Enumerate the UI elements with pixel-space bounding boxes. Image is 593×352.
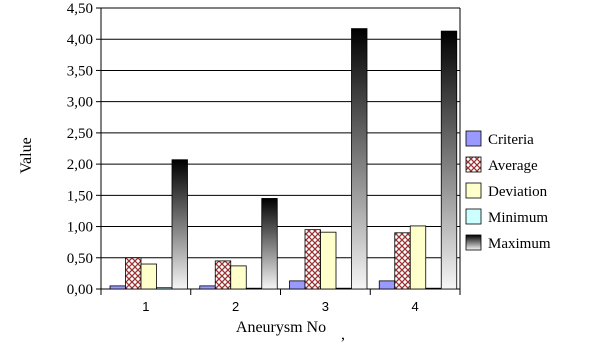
y-tick-label: 0,00 xyxy=(67,282,93,298)
bar-deviation-2 xyxy=(230,265,247,290)
legend-swatch-criteria xyxy=(465,130,482,147)
bar-deviation-1 xyxy=(140,263,157,290)
legend-swatch-minimum xyxy=(465,208,482,225)
bars xyxy=(109,28,458,290)
bar-maximum-3 xyxy=(351,28,368,290)
x-tick-labels: 1 2 3 4 xyxy=(142,299,418,314)
bar-maximum-4 xyxy=(440,30,458,290)
y-tick-label: 4,00 xyxy=(67,32,93,48)
y-tick-label: 1,50 xyxy=(67,188,93,204)
bar-criteria-4 xyxy=(378,280,396,290)
x-tick-label: 2 xyxy=(232,299,239,314)
legend-label-maximum: Maximum xyxy=(488,236,551,252)
y-tick-label: 3,00 xyxy=(67,95,93,111)
bar-minimum-3 xyxy=(335,287,352,290)
legend-swatch-maximum xyxy=(465,234,482,251)
y-tick-label: 2,50 xyxy=(67,126,93,142)
y-axis-title: Value xyxy=(18,137,35,173)
bar-maximum-1 xyxy=(171,159,188,290)
legend-swatch-deviation xyxy=(465,182,482,199)
legend-label-average: Average xyxy=(488,158,538,174)
x-tick-label: 4 xyxy=(412,299,419,314)
bar-average-1 xyxy=(125,257,142,290)
bar-deviation-4 xyxy=(409,225,427,290)
legend-swatch-average xyxy=(465,156,482,173)
legend-label-minimum: Minimum xyxy=(488,210,548,226)
bar-minimum-1 xyxy=(156,287,173,290)
x-tick-label: 3 xyxy=(322,299,329,314)
y-tick-label: 3,50 xyxy=(67,63,93,79)
bar-criteria-1 xyxy=(109,285,126,290)
bar-average-4 xyxy=(394,232,411,290)
legend-label-deviation: Deviation xyxy=(488,184,548,200)
x-tick-label: 1 xyxy=(142,299,149,314)
bar-deviation-3 xyxy=(320,231,337,290)
bar-maximum-2 xyxy=(261,198,278,290)
legend: Criteria Average Deviation Minimum Maximum xyxy=(465,130,551,252)
y-tick-label: 2,00 xyxy=(67,157,93,173)
bar-average-3 xyxy=(304,229,321,290)
y-tick-label: 4,50 xyxy=(67,1,93,17)
bar-average-2 xyxy=(214,260,232,290)
y-tick-label: 0,50 xyxy=(67,251,93,267)
bar-minimum-4 xyxy=(425,287,442,290)
y-tick-labels: 0,00 0,50 1,00 1,50 2,00 2,50 3,00 3,50 4,00 4,50 xyxy=(67,1,93,298)
bar-minimum-2 xyxy=(245,287,263,290)
y-tick-label: 1,00 xyxy=(67,220,93,236)
bar-criteria-2 xyxy=(199,285,216,290)
legend-label-criteria: Criteria xyxy=(488,132,534,148)
gridlines xyxy=(101,7,460,290)
bar-criteria-3 xyxy=(289,280,306,290)
x-axis-title: Aneurysm No xyxy=(236,319,326,336)
trailing-comma-mark: , xyxy=(341,326,345,343)
